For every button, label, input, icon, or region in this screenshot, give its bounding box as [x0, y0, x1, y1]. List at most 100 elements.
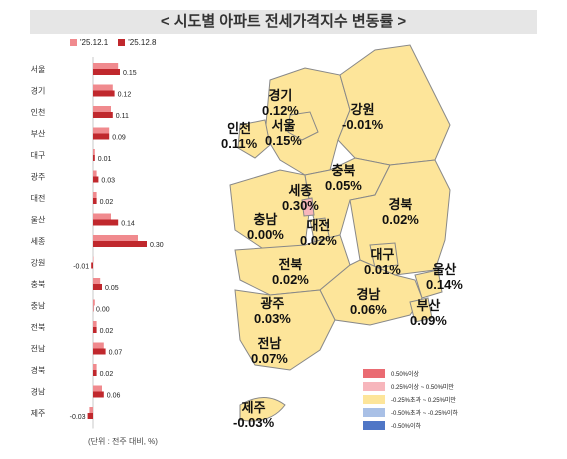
- data-label: 0.02: [100, 328, 114, 335]
- bar-chart: 서울 0.15 경기 0.12 인천 0.11 부산 0.09 대구 0.01 광주 0.03 대전 0.…: [31, 57, 164, 429]
- map-name: 대전: [306, 218, 331, 233]
- legend-label-1: '25.12.1: [80, 38, 109, 47]
- map-value: 0.01%: [364, 262, 401, 277]
- category-label: 서울: [31, 65, 46, 74]
- map-name: 경북: [388, 197, 413, 212]
- map-region-chungnam: [229, 169, 311, 251]
- map-value: -0.03%: [233, 415, 275, 430]
- bar-prev: [89, 407, 93, 413]
- map-name: 제주: [241, 400, 266, 415]
- map-value: 0.06%: [350, 302, 387, 317]
- scale-label: 0.25%이상 ~ 0.50%미만: [391, 385, 454, 391]
- scale-label: -0.50%이하: [391, 424, 422, 430]
- data-label: 0.03: [101, 178, 115, 185]
- map-name: 대구: [370, 247, 395, 262]
- category-label: 충남: [31, 302, 46, 311]
- category-label: 경기: [31, 86, 46, 96]
- chart-legend: '25.12.1 '25.12.8: [70, 38, 156, 47]
- category-label: 부산: [31, 129, 46, 139]
- data-label: 0.11: [116, 113, 129, 120]
- scale-row: -0.50%초과 ~ -0.25%이하: [363, 406, 458, 419]
- bar-prev: [93, 84, 113, 91]
- map-label-jeonbuk: 전북 0.02%: [272, 257, 309, 287]
- bar-curr: [93, 370, 97, 376]
- map-name: 강원: [350, 102, 375, 117]
- scale-label: 0.50%이상: [391, 372, 420, 378]
- map-region-busan: [409, 297, 433, 323]
- bar-prev: [93, 321, 97, 327]
- map-name: 광주: [260, 296, 285, 311]
- scale-swatch: [363, 382, 385, 391]
- map-region-daegu: [369, 242, 399, 269]
- map-name: 울산: [432, 262, 457, 277]
- bar-curr: [91, 262, 93, 269]
- bar-prev: [93, 364, 97, 370]
- scale-label: -0.25%초과 ~ 0.25%미만: [391, 398, 456, 404]
- scale-row: 0.25%이상 ~ 0.50%미만: [363, 380, 458, 393]
- map-label-ulsan: 울산 0.14%: [426, 262, 463, 292]
- map-label-chungnam: 충남 0.00%: [247, 212, 284, 242]
- data-label: 0.00: [96, 307, 110, 314]
- map-value: 0.05%: [325, 178, 362, 193]
- map-value: 0.30%: [282, 198, 319, 213]
- map-label-jeonnam: 전남 0.07%: [251, 336, 288, 366]
- bar-prev: [93, 235, 138, 241]
- bar-prev: [93, 213, 111, 220]
- map-value: 0.11%: [221, 136, 258, 151]
- map-region-jeju: [239, 397, 286, 422]
- map-value: 0.02%: [382, 212, 419, 227]
- bar-curr: [93, 348, 106, 355]
- map-name: 세종: [288, 183, 313, 198]
- legend-item-1: '25.12.1: [70, 38, 108, 47]
- data-label: 0.15: [123, 70, 137, 77]
- data-label: 0.30: [150, 242, 164, 249]
- page-title: < 시도별 아파트 전세가격지수 변동률 >: [30, 10, 537, 34]
- bar-curr: [93, 219, 119, 226]
- bar-curr: [93, 69, 120, 75]
- map-name: 서울: [271, 118, 296, 133]
- bar-curr: [93, 176, 99, 183]
- scale-swatch: [363, 395, 385, 404]
- map-value: 0.09%: [410, 313, 447, 328]
- map-value: 0.15%: [265, 133, 302, 148]
- map-name: 인천: [227, 121, 252, 136]
- map-label-incheon: 인천 0.11%: [221, 121, 257, 151]
- bar-prev: [93, 256, 94, 263]
- unit-note: (단위 : 전주 대비, %): [88, 437, 158, 446]
- map-value: 0.02%: [300, 233, 337, 248]
- data-label: 0.12: [118, 92, 132, 99]
- category-label: 충북: [31, 280, 46, 289]
- data-label: 0.09: [112, 135, 126, 142]
- legend-item-2: '25.12.8: [118, 38, 156, 47]
- legend-label-2: '25.12.8: [128, 38, 157, 47]
- map-label-gangwon: 강원 -0.01%: [342, 102, 383, 132]
- bar-curr: [93, 198, 97, 204]
- map-region-seoul: [287, 111, 319, 141]
- bar-prev: [93, 127, 110, 134]
- scale-row: -0.50%이하: [363, 419, 458, 432]
- bar-curr: [93, 327, 97, 333]
- category-label: 강원: [31, 258, 46, 268]
- bar-curr: [93, 391, 104, 398]
- bar-curr: [87, 413, 93, 419]
- map-value: 0.03%: [254, 311, 291, 326]
- scale-row: -0.25%초과 ~ 0.25%미만: [363, 393, 458, 406]
- legend-swatch-2: [118, 39, 126, 47]
- bar-curr: [93, 90, 115, 97]
- map-value: 0.12%: [262, 103, 299, 118]
- bar-prev: [93, 63, 119, 69]
- map-region-ulsan: [414, 269, 443, 299]
- map-label-busan: 부산 0.09%: [410, 298, 447, 328]
- data-label: -0.03: [70, 414, 86, 421]
- scale-swatch: [363, 421, 385, 430]
- map-name: 전북: [278, 257, 303, 272]
- map-name: 충북: [331, 163, 356, 178]
- map-label-gyeonggi: 경기 0.12%: [262, 88, 299, 118]
- map-label-daegu: 대구 0.01%: [364, 247, 401, 277]
- bar-prev: [93, 385, 102, 392]
- map-value: 0.00%: [247, 227, 284, 242]
- bar-prev: [93, 192, 97, 198]
- map-label-seoul: 서울 0.15%: [265, 118, 302, 148]
- map-region-incheon: [237, 119, 271, 159]
- bar-prev: [93, 299, 95, 306]
